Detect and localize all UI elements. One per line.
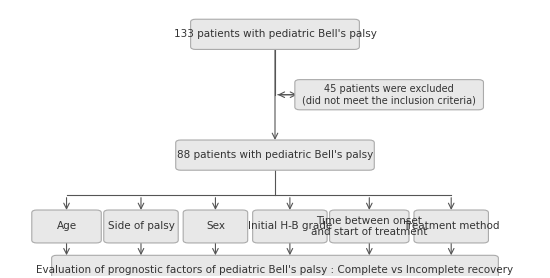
FancyBboxPatch shape xyxy=(104,210,178,243)
Text: 45 patients were excluded
(did not meet the inclusion criteria): 45 patients were excluded (did not meet … xyxy=(302,84,476,106)
FancyBboxPatch shape xyxy=(414,210,488,243)
FancyBboxPatch shape xyxy=(252,210,327,243)
Text: 133 patients with pediatric Bell's palsy: 133 patients with pediatric Bell's palsy xyxy=(174,29,376,39)
FancyBboxPatch shape xyxy=(176,140,374,170)
Text: Age: Age xyxy=(57,222,76,232)
Text: 88 patients with pediatric Bell's palsy: 88 patients with pediatric Bell's palsy xyxy=(177,150,373,160)
FancyBboxPatch shape xyxy=(32,210,101,243)
FancyBboxPatch shape xyxy=(191,19,359,49)
Text: Treatment method: Treatment method xyxy=(403,222,499,232)
Text: Initial H-B grade: Initial H-B grade xyxy=(248,222,332,232)
FancyBboxPatch shape xyxy=(52,255,498,278)
FancyBboxPatch shape xyxy=(183,210,248,243)
Text: Sex: Sex xyxy=(206,222,225,232)
Text: Side of palsy: Side of palsy xyxy=(108,222,174,232)
FancyBboxPatch shape xyxy=(295,80,483,110)
FancyBboxPatch shape xyxy=(329,210,409,243)
Text: Time between onset
and start of treatment: Time between onset and start of treatmen… xyxy=(311,216,427,237)
Text: Evaluation of prognostic factors of pediatric Bell's palsy : Complete vs Incompl: Evaluation of prognostic factors of pedi… xyxy=(36,265,514,275)
